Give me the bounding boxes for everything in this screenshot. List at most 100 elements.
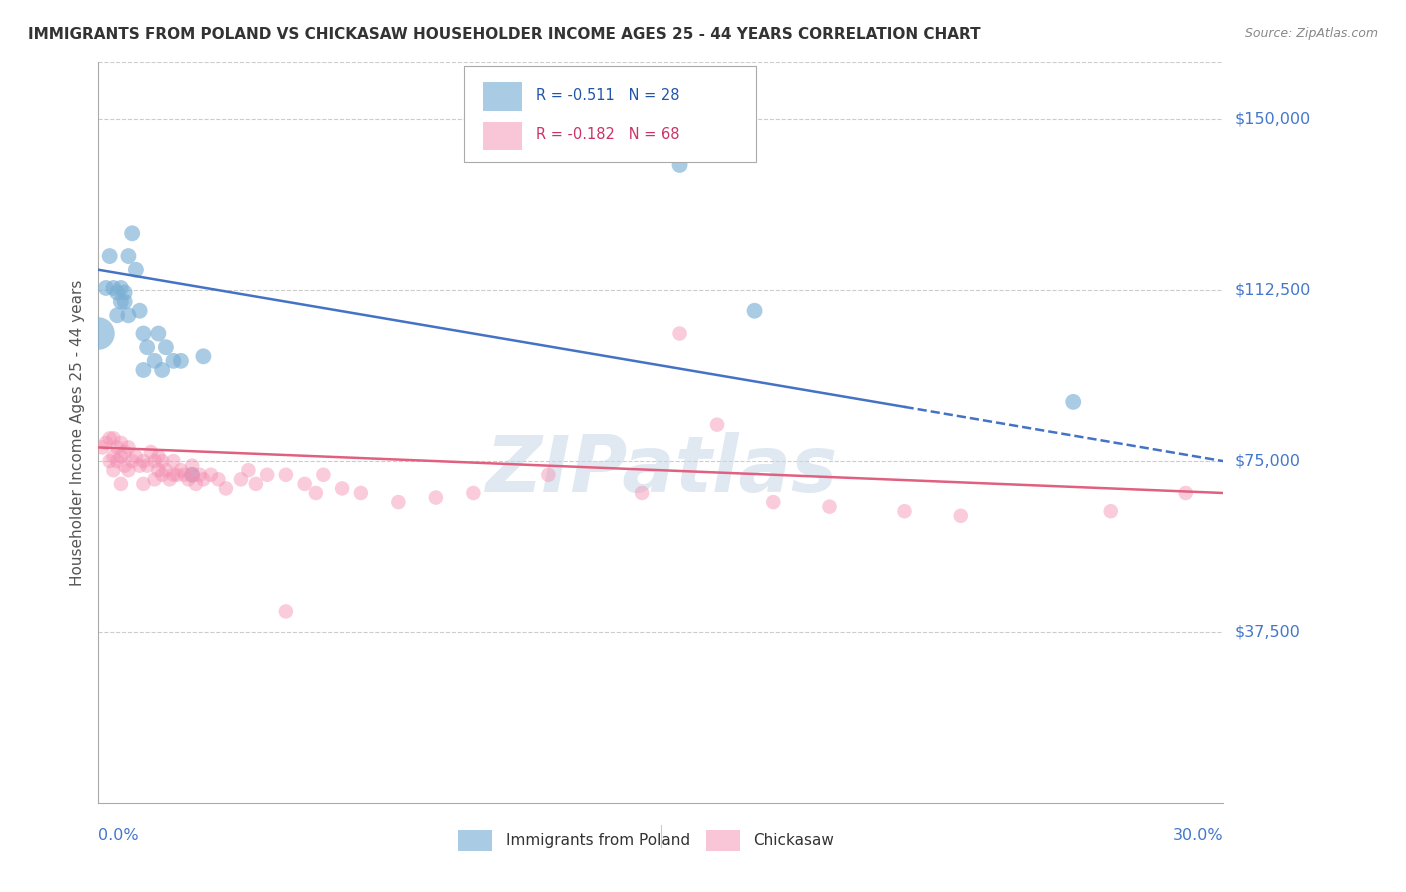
Point [312, 467, 335, 482]
Point [1174, 486, 1197, 500]
Bar [484, 82, 523, 111]
Point [181, 467, 204, 482]
Point [181, 467, 204, 482]
Point [162, 467, 184, 482]
Point [668, 158, 690, 172]
Point [274, 467, 297, 482]
Text: 30.0%: 30.0% [1173, 828, 1223, 843]
Text: Source: ZipAtlas.com: Source: ZipAtlas.com [1244, 27, 1378, 40]
Text: R = -0.182   N = 68: R = -0.182 N = 68 [536, 127, 679, 142]
Point [132, 363, 155, 377]
Point [150, 454, 173, 468]
Point [668, 326, 690, 341]
Point [98, 249, 121, 263]
Text: 0.0%: 0.0% [98, 828, 139, 843]
Point [132, 476, 155, 491]
Point [330, 482, 353, 496]
Point [136, 340, 159, 354]
Point [387, 495, 409, 509]
Point [155, 463, 177, 477]
Point [117, 308, 139, 322]
Point [425, 491, 447, 505]
FancyBboxPatch shape [464, 66, 756, 162]
Point [136, 458, 159, 473]
Point [117, 249, 139, 263]
Point [148, 326, 170, 341]
Text: IMMIGRANTS FROM POLAND VS CHICKASAW HOUSEHOLDER INCOME AGES 25 - 44 YEARS CORREL: IMMIGRANTS FROM POLAND VS CHICKASAW HOUS… [28, 27, 981, 42]
Point [94, 435, 117, 450]
Point [305, 486, 328, 500]
Point [103, 463, 125, 477]
Point [162, 354, 184, 368]
Point [128, 303, 150, 318]
Text: $112,500: $112,500 [1234, 283, 1310, 298]
Point [103, 281, 125, 295]
Point [132, 326, 155, 341]
Point [1099, 504, 1122, 518]
Point [170, 463, 193, 477]
Point [818, 500, 841, 514]
Text: ZIPatlas: ZIPatlas [485, 432, 837, 508]
Point [114, 445, 136, 459]
Point [274, 604, 297, 618]
Point [184, 476, 207, 491]
Point [98, 454, 121, 468]
Point [128, 458, 150, 473]
Point [173, 467, 195, 482]
Point [114, 294, 136, 309]
Point [114, 285, 136, 300]
Point [103, 450, 125, 464]
Point [105, 454, 128, 468]
Point [139, 445, 162, 459]
Point [91, 441, 114, 455]
Point [350, 486, 373, 500]
Point [744, 303, 766, 318]
Text: Immigrants from Poland: Immigrants from Poland [506, 833, 690, 848]
Point [193, 472, 215, 486]
Point [207, 472, 229, 486]
Point [148, 463, 170, 477]
Point [215, 482, 238, 496]
Text: R = -0.511   N = 28: R = -0.511 N = 28 [536, 87, 679, 103]
Bar [706, 830, 740, 851]
Point [893, 504, 915, 518]
Text: $37,500: $37,500 [1234, 624, 1301, 640]
Text: $75,000: $75,000 [1234, 454, 1301, 468]
Point [105, 441, 128, 455]
Point [706, 417, 728, 432]
Point [121, 227, 143, 241]
Point [166, 467, 188, 482]
Point [294, 476, 316, 491]
Point [143, 454, 166, 468]
Point [110, 281, 132, 295]
Point [177, 472, 200, 486]
Point [110, 294, 132, 309]
Point [143, 472, 166, 486]
Point [125, 262, 148, 277]
Point [125, 450, 148, 464]
Point [143, 354, 166, 368]
Point [155, 340, 177, 354]
Point [949, 508, 972, 523]
Point [162, 454, 184, 468]
Point [463, 486, 485, 500]
Point [229, 472, 252, 486]
Text: Chickasaw: Chickasaw [754, 833, 834, 848]
Point [117, 463, 139, 477]
Point [110, 435, 132, 450]
Point [132, 454, 155, 468]
Point [170, 354, 193, 368]
Point [159, 472, 181, 486]
Point [103, 431, 125, 445]
Point [121, 454, 143, 468]
Point [193, 349, 215, 363]
Point [117, 441, 139, 455]
Point [110, 476, 132, 491]
Point [150, 363, 173, 377]
Bar [458, 830, 492, 851]
Bar [484, 121, 523, 150]
Point [105, 285, 128, 300]
Point [150, 467, 173, 482]
Point [94, 281, 117, 295]
Point [98, 431, 121, 445]
